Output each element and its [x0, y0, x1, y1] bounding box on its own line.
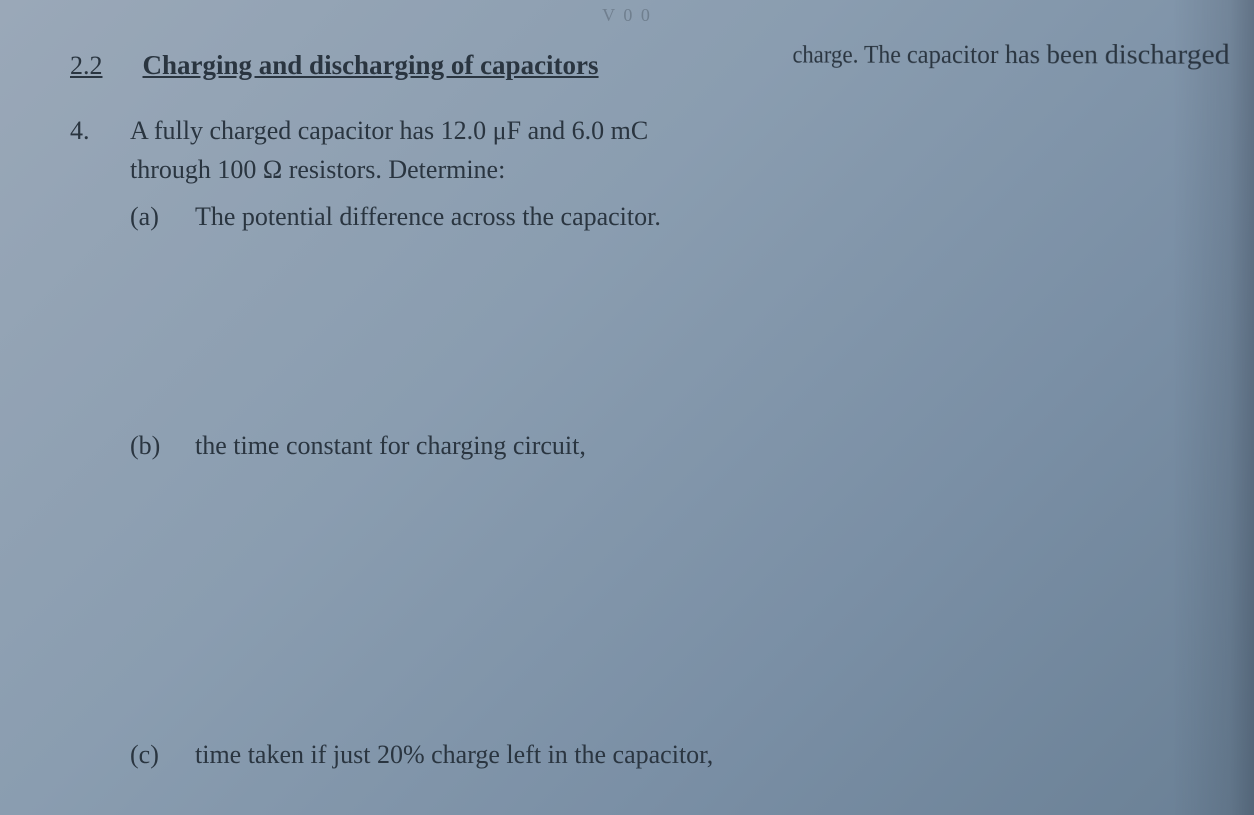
sub-text-a: The potential difference across the capa… — [195, 197, 661, 236]
sub-label-a: (a) — [130, 197, 170, 236]
question-block: 4. A fully charged capacitor has 12.0 μF… — [70, 111, 1204, 774]
section-number: 2.2 — [70, 51, 103, 81]
sub-text-c: time taken if just 20% charge left in th… — [195, 735, 713, 774]
question-wrapped-text: charge. The capacitor has been discharge… — [793, 39, 1230, 71]
question-line-2: through 100 Ω resistors. Determine: — [130, 150, 1204, 189]
sub-text-b: the time constant for charging circuit, — [195, 426, 586, 465]
sub-label-c: (c) — [130, 735, 170, 774]
question-line-1: A fully charged capacitor has 12.0 μF an… — [130, 111, 1204, 150]
question-body: A fully charged capacitor has 12.0 μF an… — [130, 111, 1204, 774]
question-number: 4. — [70, 111, 100, 774]
sub-question-b: (b) the time constant for charging circu… — [130, 426, 1204, 465]
sub-question-c: (c) time taken if just 20% charge left i… — [130, 735, 1204, 774]
page-header-faint: V 0 0 — [602, 5, 652, 26]
section-title: Charging and discharging of capacitors — [143, 50, 599, 81]
sub-label-b: (b) — [130, 426, 170, 465]
sub-question-a: (a) The potential difference across the … — [130, 197, 1204, 236]
